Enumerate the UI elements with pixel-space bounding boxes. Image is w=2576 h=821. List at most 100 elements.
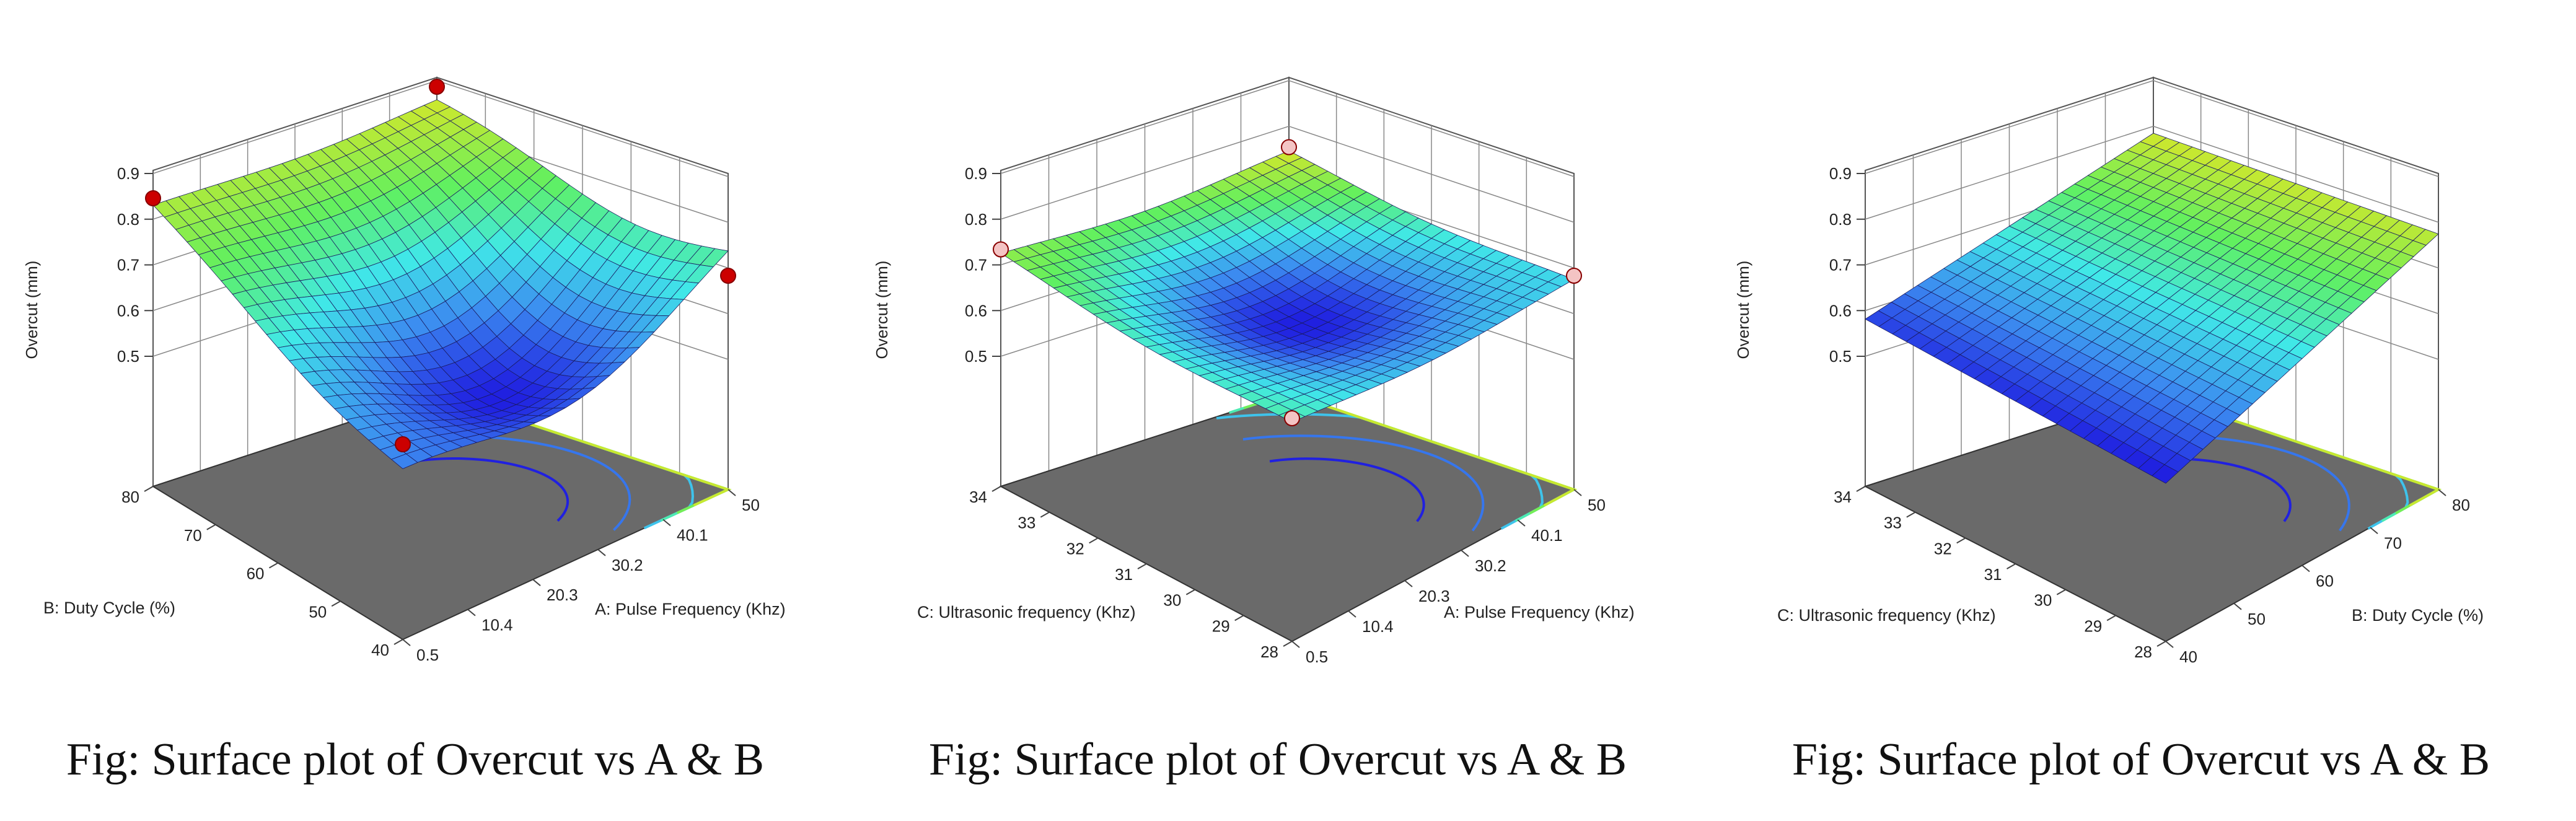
z-axis-title: Overcut (mm) bbox=[873, 261, 891, 359]
surface-patch bbox=[390, 454, 418, 469]
x-tick bbox=[1348, 610, 1356, 618]
y-tick-label: 30 bbox=[2034, 591, 2052, 610]
y-tick-label: 31 bbox=[1115, 565, 1133, 584]
x-tick bbox=[1291, 641, 1300, 648]
y-axis-title: C: Ultrasonic frequency (Khz) bbox=[917, 603, 1136, 621]
surface-plot-2: 0.5 0.6 0.7 0.8 0.9 0.5 10.4 20.3 30.2 40.1 50 28 29… bbox=[873, 76, 1635, 785]
y-tick-label: 34 bbox=[969, 488, 987, 506]
x-tick bbox=[1461, 550, 1469, 557]
x-tick-label: 10.4 bbox=[1362, 617, 1394, 636]
y-tick-label: 80 bbox=[121, 488, 139, 506]
y-tick bbox=[206, 524, 216, 530]
x-tick-label: 40.1 bbox=[1531, 526, 1563, 545]
design-point bbox=[1566, 268, 1582, 284]
y-tick-label: 40 bbox=[371, 641, 389, 659]
design-point bbox=[429, 79, 445, 95]
y-tick bbox=[2056, 589, 2066, 595]
y-tick-label: 28 bbox=[2134, 643, 2152, 661]
surface-plot-1: 0.5 0.6 0.7 0.8 0.9 0.5 10.4 20.3 30.2 40.1 50 40 50… bbox=[22, 76, 786, 785]
y-tick-label: 33 bbox=[1884, 514, 1902, 532]
grid-line bbox=[1000, 80, 1575, 177]
z-tick-label: 0.9 bbox=[965, 164, 987, 183]
grid-line bbox=[1865, 80, 2439, 177]
contour-line bbox=[1242, 434, 1485, 532]
y-tick-label: 32 bbox=[1066, 539, 1084, 558]
y-tick bbox=[2106, 615, 2116, 621]
y-tick bbox=[1906, 511, 1916, 518]
x-tick-label: 50 bbox=[2248, 610, 2266, 628]
x-tick bbox=[662, 519, 671, 527]
x-tick bbox=[402, 639, 411, 646]
y-tick bbox=[1185, 589, 1195, 595]
x-tick bbox=[1573, 489, 1582, 496]
z-tick-label: 0.5 bbox=[965, 347, 987, 366]
y-tick bbox=[1956, 537, 1966, 544]
y-tick bbox=[1234, 615, 1244, 621]
x-tick-label: 70 bbox=[2384, 533, 2402, 552]
figure-caption: Fig: Surface plot of Overcut vs A & B bbox=[929, 734, 1627, 785]
x-axis-title: A: Pulse Frequency (Khz) bbox=[595, 600, 786, 618]
x-tick bbox=[467, 608, 476, 617]
x-tick-label: 30.2 bbox=[612, 556, 643, 574]
x-tick bbox=[1517, 519, 1526, 527]
x-tick-label: 20.3 bbox=[547, 586, 578, 604]
x-tick-label: 60 bbox=[2316, 572, 2334, 591]
y-tick-label: 32 bbox=[1934, 539, 1952, 558]
y-tick bbox=[2007, 563, 2016, 569]
x-tick-label: 50 bbox=[742, 496, 760, 514]
y-axis-title: C: Ultrasonic frequency (Khz) bbox=[1777, 606, 1996, 625]
y-tick-label: 31 bbox=[1984, 565, 2002, 584]
y-tick bbox=[1137, 563, 1147, 569]
x-tick-label: 0.5 bbox=[1306, 648, 1328, 666]
x-tick bbox=[532, 579, 541, 586]
x-tick bbox=[2165, 641, 2174, 648]
x-tick-label: 80 bbox=[2452, 496, 2470, 514]
surface-mesh bbox=[1000, 150, 1575, 423]
design-point bbox=[395, 436, 411, 452]
z-tick-label: 0.6 bbox=[1829, 301, 1852, 320]
y-tick bbox=[1856, 486, 1866, 492]
surface-plot-3: 0.5 0.6 0.7 0.8 0.9 40 50 60 70 80 28 29 30 31 32 33 34 O… bbox=[1734, 76, 2490, 785]
x-tick bbox=[2301, 564, 2310, 573]
x-tick-label: 30.2 bbox=[1475, 556, 1506, 575]
x-tick bbox=[2233, 602, 2242, 610]
x-tick-label: 50 bbox=[1588, 496, 1606, 514]
x-tick-label: 10.4 bbox=[481, 616, 513, 634]
surface-patch bbox=[2152, 464, 2179, 484]
y-tick-label: 50 bbox=[309, 602, 327, 621]
design-point bbox=[145, 190, 161, 206]
y-tick bbox=[1040, 511, 1050, 518]
y-tick bbox=[269, 562, 278, 569]
z-tick-label: 0.8 bbox=[965, 210, 987, 229]
x-tick bbox=[2370, 527, 2378, 535]
y-tick-label: 34 bbox=[1834, 488, 1852, 506]
y-tick-label: 33 bbox=[1018, 514, 1035, 532]
z-tick-label: 0.5 bbox=[1829, 347, 1852, 366]
y-tick bbox=[991, 486, 1001, 492]
x-tick bbox=[1404, 580, 1413, 587]
z-tick-label: 0.8 bbox=[1829, 210, 1852, 229]
z-tick-label: 0.6 bbox=[965, 301, 987, 320]
z-axis-title: Overcut (mm) bbox=[22, 261, 41, 359]
z-tick-label: 0.9 bbox=[1829, 164, 1852, 183]
z-tick-label: 0.8 bbox=[117, 210, 139, 229]
contour-line bbox=[1269, 457, 1425, 522]
y-tick-label: 28 bbox=[1260, 643, 1278, 661]
y-tick-label: 70 bbox=[184, 526, 202, 545]
z-tick-label: 0.7 bbox=[117, 256, 139, 274]
design-point bbox=[1284, 410, 1300, 426]
x-tick-label: 0.5 bbox=[416, 646, 439, 664]
y-tick bbox=[1283, 641, 1293, 647]
y-tick bbox=[393, 639, 403, 645]
y-tick-label: 60 bbox=[247, 564, 265, 583]
contour-line bbox=[416, 457, 569, 522]
y-tick bbox=[331, 600, 341, 607]
z-axis-title: Overcut (mm) bbox=[1734, 261, 1752, 359]
z-tick-label: 0.9 bbox=[117, 164, 139, 183]
x-axis-title: B: Duty Cycle (%) bbox=[2352, 606, 2484, 625]
figure-caption: Fig: Surface plot of Overcut vs A & B bbox=[1792, 734, 2490, 785]
y-tick bbox=[1089, 537, 1099, 544]
z-tick-label: 0.6 bbox=[117, 301, 139, 320]
design-point bbox=[720, 268, 736, 284]
